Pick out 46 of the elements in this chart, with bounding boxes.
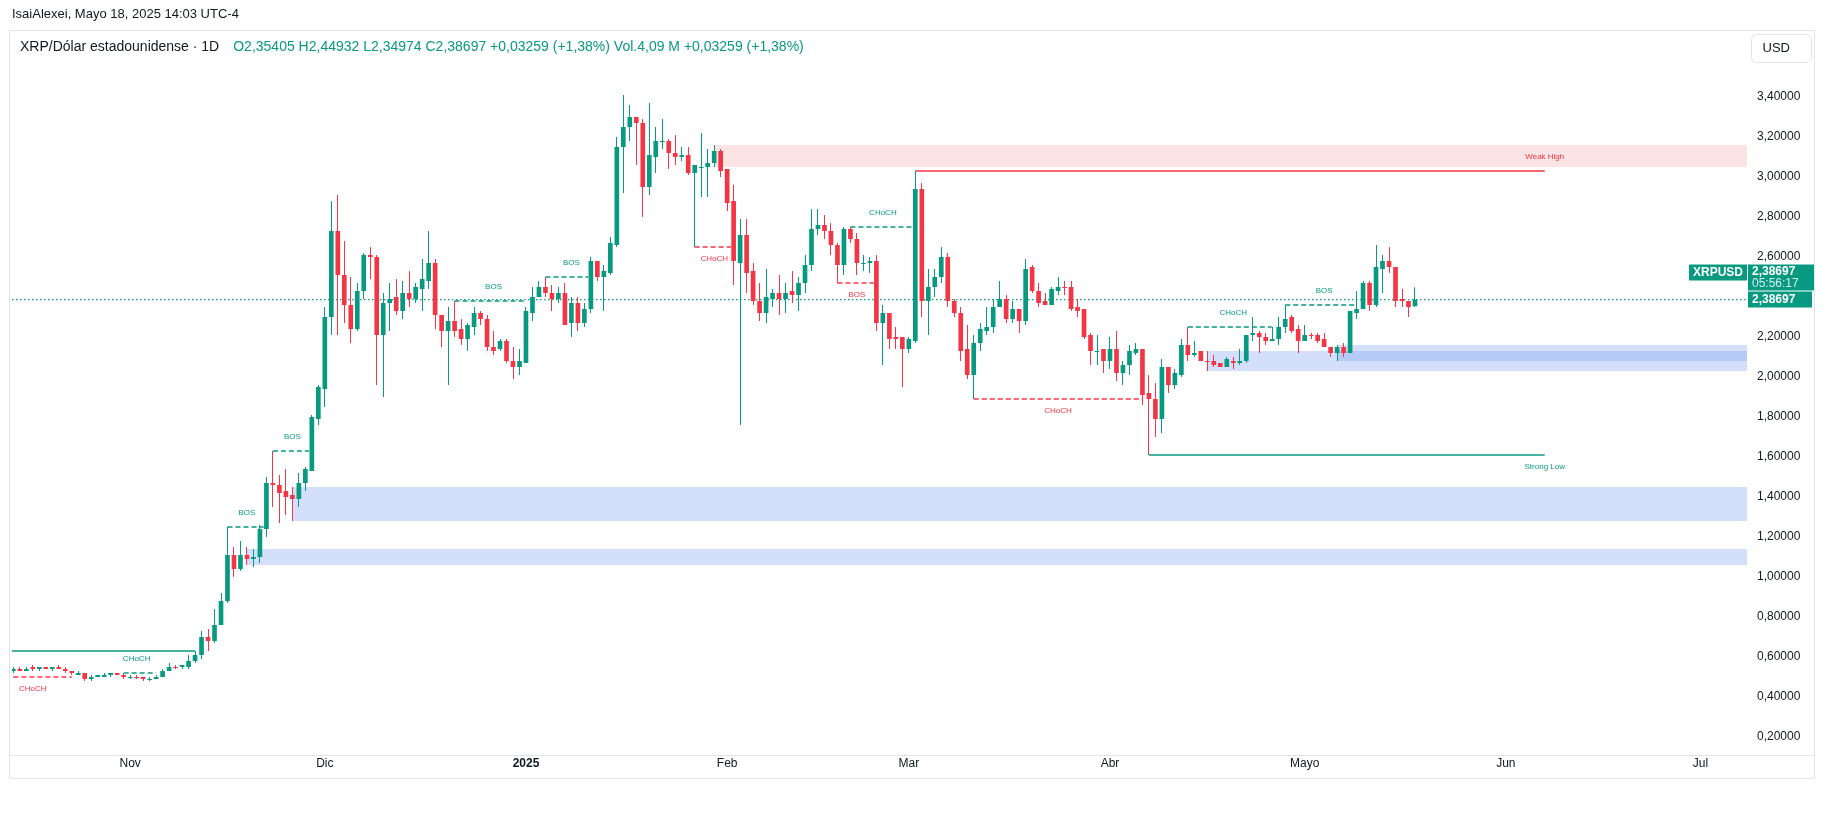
x-tick-label: Abr bbox=[1100, 755, 1120, 770]
x-tick-label: Mayo bbox=[1289, 755, 1320, 770]
annotation: CHoCH bbox=[700, 254, 729, 264]
y-tick-label: 1,20000 bbox=[1757, 529, 1801, 544]
x-tick-label: Dic bbox=[316, 755, 334, 770]
annotation: BOS bbox=[238, 508, 256, 518]
ref-line-label: 2,38697 bbox=[1752, 292, 1796, 307]
annotation: BOS bbox=[485, 282, 502, 292]
y-tick-label: 3,00000 bbox=[1757, 169, 1801, 184]
annotation: XRPUSD bbox=[1692, 265, 1744, 280]
annotation: Strong Low bbox=[1524, 462, 1566, 472]
y-tick-label: 1,60000 bbox=[1757, 449, 1801, 464]
y-tick-label: 2,20000 bbox=[1757, 329, 1801, 344]
y-tick-label: 0,80000 bbox=[1757, 609, 1801, 624]
annotation: BOS bbox=[1315, 286, 1333, 296]
x-tick-label: Feb bbox=[716, 755, 738, 770]
y-tick-label: 2,80000 bbox=[1757, 209, 1801, 224]
text: 2,38697 bbox=[1752, 263, 1796, 278]
y-tick-label: 0,40000 bbox=[1757, 689, 1801, 704]
x-tick-label: Mar bbox=[898, 755, 920, 770]
annotation: CHoCH bbox=[19, 684, 47, 694]
annotation: BOS bbox=[848, 290, 866, 300]
y-tick-label: 1,80000 bbox=[1757, 409, 1801, 424]
y-tick-label: 0,60000 bbox=[1757, 649, 1801, 664]
text: XRP/Dólar estadounidense · 1D bbox=[20, 37, 220, 54]
annotation: CHoCH bbox=[122, 654, 151, 664]
annotation: BOS bbox=[562, 258, 580, 268]
y-tick-label: 0,20000 bbox=[1757, 729, 1801, 744]
x-tick-label: Nov bbox=[119, 755, 141, 770]
annotation: CHoCH bbox=[1044, 406, 1073, 416]
x-tick-label: 2025 bbox=[512, 755, 540, 770]
text: IsaiAlexei, Mayo 18, 2025 14:03 UTC-4 bbox=[12, 5, 239, 21]
y-tick-label: 3,40000 bbox=[1757, 89, 1801, 104]
y-tick-label: 1,00000 bbox=[1757, 569, 1801, 584]
x-tick-label: Jun bbox=[1496, 755, 1516, 770]
y-tick-label: 1,40000 bbox=[1757, 489, 1801, 504]
y-tick-label: 3,20000 bbox=[1757, 129, 1801, 144]
y-tick-label: 2,00000 bbox=[1757, 369, 1801, 384]
annotation: CHoCH bbox=[1219, 308, 1248, 318]
x-tick-label: Jul bbox=[1692, 755, 1709, 770]
y-axis-title: USD bbox=[1762, 40, 1790, 56]
annotation: CHoCH bbox=[869, 208, 897, 218]
text: O2,35405 H2,44932 L2,34974 C2,38697 +0,03259 (+1,38%) Vol.4,09 M +0,03259 (+1,38%) bbox=[233, 37, 804, 54]
annotation: BOS bbox=[283, 432, 301, 442]
y-tick-label: 2,60000 bbox=[1757, 249, 1801, 264]
annotation: Weak High bbox=[1525, 152, 1565, 162]
